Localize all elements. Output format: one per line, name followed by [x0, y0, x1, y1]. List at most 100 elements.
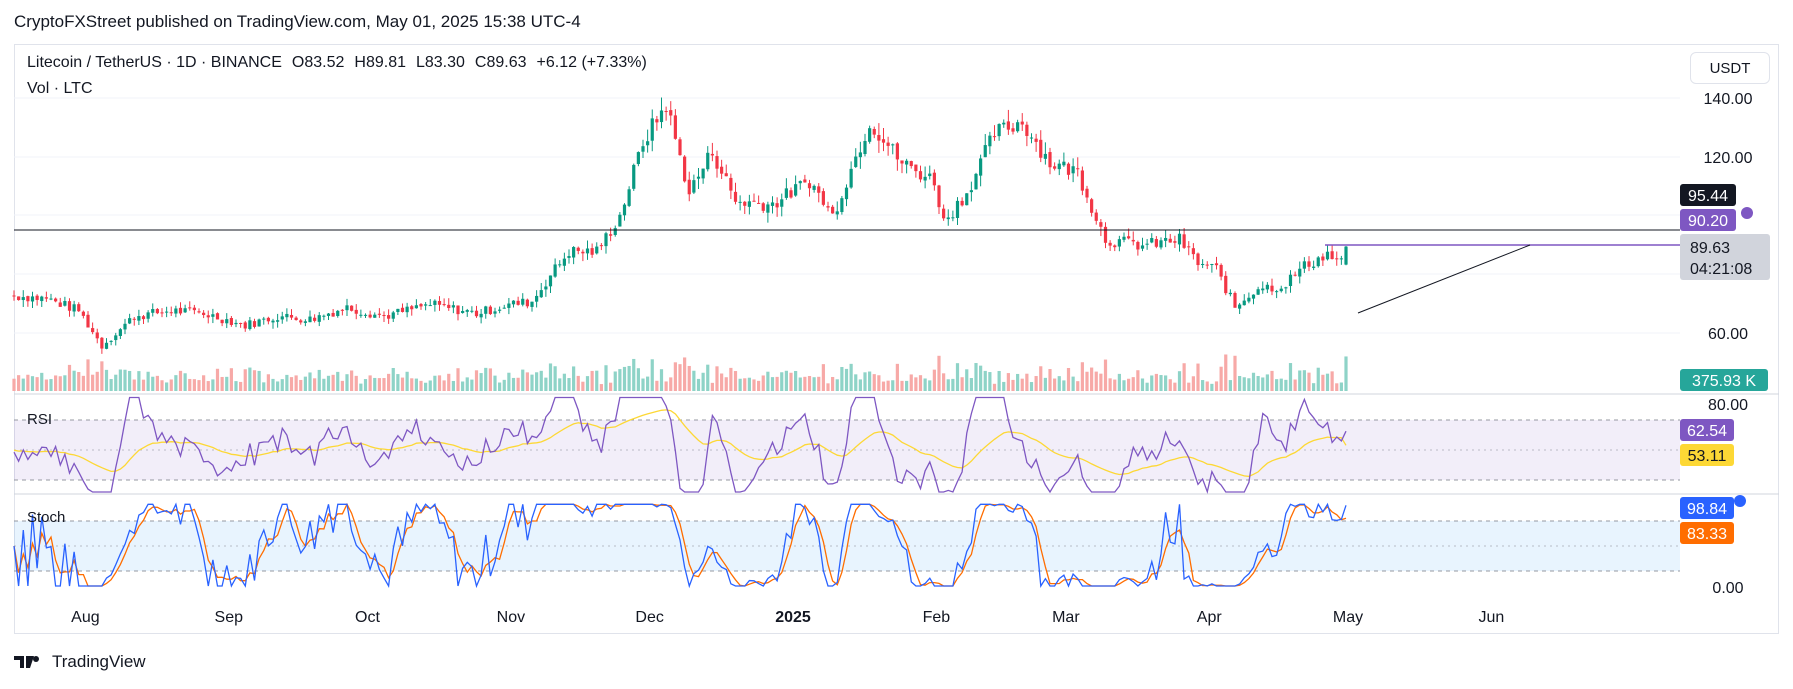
volume-bar-156 — [733, 371, 738, 391]
rsi-pane-label[interactable]: RSI — [27, 411, 52, 428]
candle-body-154 — [724, 173, 728, 177]
volume-bar-174 — [817, 376, 821, 391]
candlesticks — [12, 97, 1348, 354]
volume-bar-61 — [294, 375, 298, 391]
volume-bar-106 — [502, 379, 506, 391]
volume-bar-193 — [905, 380, 909, 391]
ohlc-open: O83.52 — [291, 54, 345, 71]
volume-bar-282 — [1316, 367, 1320, 391]
volume-bar-37 — [183, 373, 187, 391]
stoch-pane-label[interactable]: Stoch — [27, 509, 65, 526]
candle-body-254 — [1187, 246, 1191, 248]
volume-bar-127 — [599, 384, 603, 391]
candle-body-248 — [1159, 240, 1163, 248]
volume-bar-184 — [863, 372, 867, 391]
candle-body-99 — [470, 310, 474, 312]
volume-bar-19 — [100, 361, 104, 391]
volume-bar-194 — [909, 374, 913, 391]
candle-body-213 — [997, 124, 1001, 137]
candle-body-128 — [604, 233, 608, 247]
candle-body-216 — [1011, 128, 1015, 132]
tradingview-brand[interactable]: TradingView — [14, 652, 146, 672]
candle-body-19 — [100, 337, 104, 349]
candle-body-124 — [585, 248, 590, 254]
price-tick-120: 120.00 — [1704, 150, 1753, 167]
volume-bar-42 — [206, 381, 210, 391]
candle-body-122 — [576, 247, 580, 251]
volume-bar-105 — [498, 382, 502, 391]
candle-body-17 — [91, 328, 95, 333]
volume-bar-101 — [479, 373, 483, 391]
volume-bar-92 — [437, 375, 442, 391]
candle-body-23 — [118, 329, 122, 336]
candle-body-4 — [30, 296, 35, 302]
volume-bar-113 — [535, 372, 539, 391]
volume-bar-236 — [1103, 359, 1108, 391]
volume-bar-6 — [40, 372, 44, 391]
candle-body-152 — [715, 156, 719, 169]
candle-body-245 — [1145, 243, 1149, 245]
volume-bar-246 — [1150, 375, 1154, 391]
volume-bar-25 — [128, 370, 132, 391]
volume-bar-121 — [572, 366, 576, 391]
stoch-tick-0: 0.00 — [1712, 580, 1743, 597]
candle-body-271 — [1265, 284, 1269, 290]
candle-body-50 — [243, 322, 247, 329]
candle-body-51 — [248, 320, 252, 330]
candle-body-215 — [1006, 121, 1010, 130]
volume-bar-263 — [1228, 380, 1232, 391]
volume-bar-190 — [891, 380, 895, 391]
candle-body-233 — [1090, 199, 1094, 213]
candle-body-111 — [525, 299, 529, 307]
candle-body-107 — [507, 303, 511, 308]
candle-body-217 — [1016, 122, 1020, 132]
volume-bar-169 — [794, 370, 798, 391]
volume-bar-288 — [1344, 356, 1348, 391]
symbol-title[interactable]: Litecoin / TetherUS · 1D · BINANCE — [27, 54, 282, 71]
candle-body-196 — [918, 171, 923, 180]
volume-bar-173 — [812, 377, 816, 391]
volume-bar-247 — [1154, 373, 1158, 391]
volume-bar-103 — [488, 368, 492, 391]
volume-bar-241 — [1127, 378, 1131, 391]
volume-bar-205 — [960, 377, 964, 391]
volume-bar-268 — [1251, 372, 1256, 391]
volume-bar-210 — [983, 370, 987, 391]
alert-dot-icon — [1741, 207, 1753, 219]
volume-bar-96 — [456, 368, 460, 391]
candle-body-198 — [928, 173, 932, 177]
volume-bar-81 — [387, 373, 391, 391]
candle-body-76 — [363, 314, 368, 316]
volume-bar-95 — [451, 380, 455, 391]
volume-bar-120 — [567, 378, 571, 391]
volume-legend[interactable]: Vol · LTC — [27, 80, 93, 97]
chart-frame[interactable] — [14, 44, 1779, 634]
volume-bar-35 — [174, 375, 178, 391]
volume-bar-100 — [474, 370, 479, 391]
currency-button[interactable]: USDT — [1690, 52, 1770, 84]
candle-body-209 — [979, 158, 983, 176]
volume-bar-36 — [178, 370, 183, 391]
volume-bar-82 — [391, 367, 395, 391]
candle-body-249 — [1164, 237, 1168, 241]
volume-bar-47 — [229, 368, 233, 391]
volume-bar-69 — [331, 374, 335, 391]
candle-body-16 — [86, 314, 90, 328]
candle-body-212 — [992, 136, 997, 138]
candle-body-113 — [535, 295, 539, 302]
volume-bar-117 — [553, 366, 557, 391]
candle-body-221 — [1034, 138, 1038, 142]
volume-bar-147 — [692, 370, 696, 391]
candle-body-285 — [1330, 251, 1334, 260]
volume-bar-134 — [632, 358, 636, 391]
volume-bar-232 — [1085, 371, 1089, 391]
volume-bar-238 — [1113, 379, 1117, 391]
volume-bar-62 — [299, 379, 303, 391]
candle-body-119 — [562, 258, 566, 266]
candle-body-181 — [849, 168, 853, 188]
volume-bar-214 — [1002, 381, 1006, 391]
candle-body-190 — [891, 144, 895, 146]
badge-stoch-k: 98.84 — [1687, 501, 1727, 518]
candle-body-158 — [743, 201, 747, 206]
